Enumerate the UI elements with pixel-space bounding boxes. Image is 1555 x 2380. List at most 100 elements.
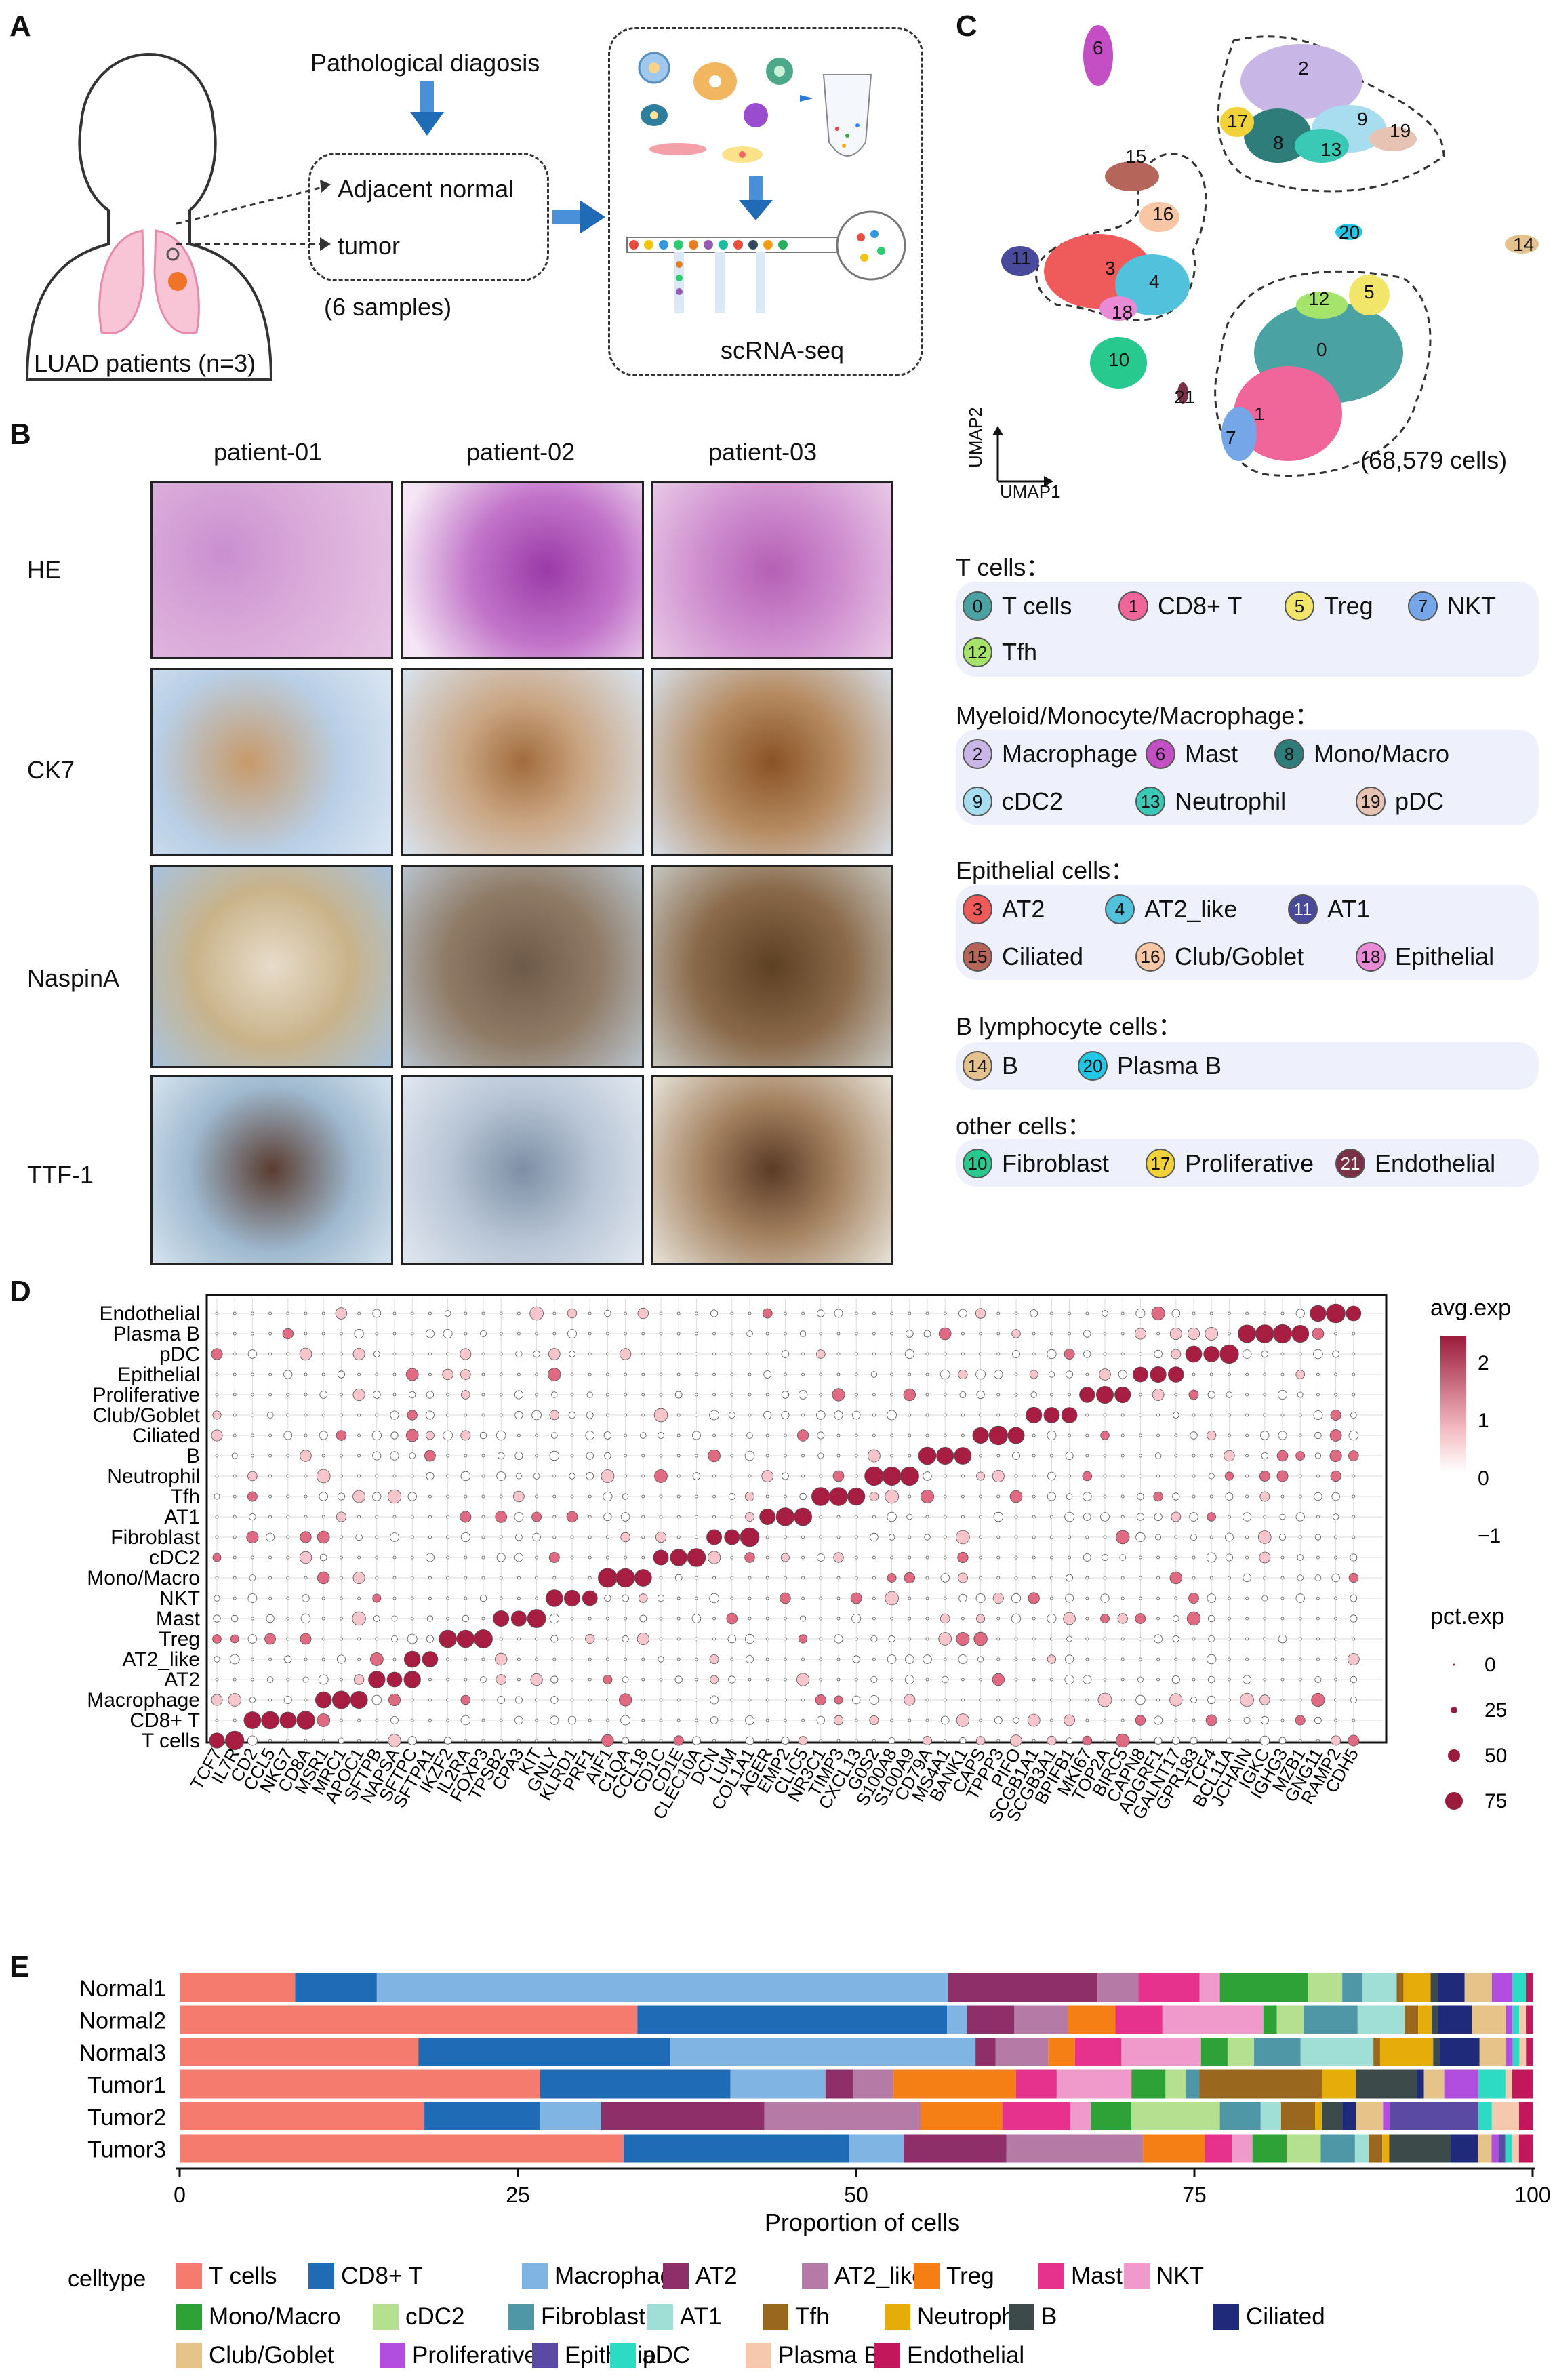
- dot-mark: [695, 1637, 698, 1641]
- dot-mark: [460, 1430, 471, 1441]
- dot-mark: [1032, 1739, 1036, 1743]
- dot-mark: [299, 1551, 312, 1564]
- dot-mark: [1156, 1698, 1160, 1702]
- dot-mark: [425, 1553, 435, 1562]
- celltype-label: Macrophage: [87, 1689, 200, 1711]
- dot-mark: [1245, 1617, 1249, 1621]
- dot-mark: [264, 1633, 277, 1645]
- dot-mark: [748, 1393, 752, 1397]
- dot-mark: [1295, 1309, 1305, 1318]
- dot-mark: [890, 1617, 893, 1621]
- dot-mark: [676, 1372, 681, 1376]
- dot-mark: [799, 1634, 808, 1644]
- legend-swatch: [176, 2304, 202, 2330]
- bar-segment: [1097, 1973, 1139, 2002]
- dot-mark: [1014, 1576, 1018, 1580]
- dot-mark: [996, 1535, 1001, 1539]
- dot-mark: [908, 1454, 912, 1458]
- dot-mark: [388, 1694, 401, 1707]
- dot-mark: [1314, 1534, 1322, 1541]
- dot-mark: [1192, 1494, 1196, 1499]
- dot-mark: [956, 1530, 970, 1545]
- dot-mark: [904, 1572, 916, 1584]
- dot-mark: [1085, 1718, 1089, 1722]
- celltype-label: pDC: [159, 1343, 200, 1366]
- dot-mark: [1350, 1553, 1358, 1562]
- dot-mark: [819, 1576, 823, 1580]
- dot-mark: [321, 1352, 325, 1356]
- dot-mark: [1103, 1678, 1107, 1682]
- bar-segment: [1369, 2134, 1383, 2163]
- dot-mark: [908, 1637, 912, 1641]
- dot-mark: [1171, 1349, 1182, 1360]
- legend-item: 16 Club/Goblet: [1135, 942, 1304, 972]
- dot-mark: [1280, 1617, 1285, 1621]
- dot-mark: [1245, 1596, 1249, 1600]
- dot-mark: [658, 1432, 664, 1439]
- dot-mark: [836, 1454, 841, 1458]
- panel-label-b: B: [9, 418, 31, 451]
- dot-mark: [371, 1694, 382, 1705]
- dot-mark: [286, 1454, 290, 1458]
- dot-mark: [1263, 1678, 1267, 1682]
- dot-mark: [286, 1739, 290, 1743]
- dot-mark: [247, 1735, 258, 1746]
- dot-mark: [1350, 1614, 1358, 1623]
- histology-naspina-patient-02: [401, 865, 644, 1068]
- dot-mark: [1192, 1678, 1196, 1682]
- dot-mark: [836, 1576, 841, 1580]
- dot-mark: [854, 1454, 858, 1458]
- sample-box: [308, 153, 549, 281]
- dot-mark: [730, 1515, 734, 1519]
- dot-mark: [775, 1507, 795, 1526]
- dot-mark: [979, 1515, 982, 1519]
- dot-mark: [339, 1413, 343, 1417]
- dot-mark: [925, 1678, 929, 1682]
- dot-mark: [316, 1469, 331, 1484]
- celltype-label: Epithelial: [117, 1364, 200, 1386]
- bar-segment: [1505, 2134, 1512, 2163]
- dot-mark: [1205, 1714, 1217, 1726]
- dot-mark: [836, 1617, 841, 1621]
- dot-mark: [763, 1370, 772, 1379]
- dot-mark: [300, 1613, 311, 1624]
- dot-mark: [606, 1555, 609, 1560]
- dot-mark: [940, 1613, 950, 1624]
- bar-segment: [948, 1973, 1098, 2002]
- dot-mark: [1263, 1637, 1267, 1641]
- dot-mark: [958, 1593, 967, 1603]
- dot-mark: [975, 1593, 986, 1603]
- dot-mark: [1085, 1311, 1089, 1315]
- dot-mark: [712, 1576, 716, 1580]
- dot-mark: [674, 1574, 683, 1582]
- dot-mark: [996, 1332, 1001, 1336]
- dot-mark: [304, 1413, 308, 1417]
- dot-mark: [250, 1393, 254, 1397]
- dot-mark: [339, 1454, 343, 1458]
- dot-mark: [1311, 1692, 1325, 1707]
- dot-mark: [1207, 1430, 1217, 1441]
- dot-mark: [479, 1594, 487, 1602]
- dot-mark: [973, 1631, 988, 1646]
- dot-mark: [1259, 1471, 1270, 1482]
- row-label-he: HE: [27, 556, 62, 584]
- dot-mark: [996, 1393, 1001, 1397]
- dot-mark: [517, 1311, 521, 1315]
- dot-mark: [481, 1555, 485, 1560]
- dot-mark: [300, 1531, 312, 1543]
- dot-mark: [211, 1429, 223, 1442]
- dot-mark: [302, 1676, 309, 1683]
- dot-mark: [339, 1718, 343, 1722]
- dot-mark: [1063, 1612, 1076, 1625]
- dot-mark: [550, 1696, 559, 1704]
- dot-mark: [1174, 1535, 1178, 1539]
- dot-mark: [1192, 1413, 1196, 1417]
- legend-swatch: [914, 2263, 940, 2289]
- dot-mark: [836, 1657, 841, 1661]
- dot-mark: [499, 1352, 503, 1356]
- dot-mark: [249, 1574, 256, 1581]
- dot-mark: [801, 1535, 805, 1539]
- dot-mark: [601, 1469, 615, 1483]
- dot-mark: [1172, 1492, 1180, 1501]
- dot-mark: [1261, 1595, 1268, 1602]
